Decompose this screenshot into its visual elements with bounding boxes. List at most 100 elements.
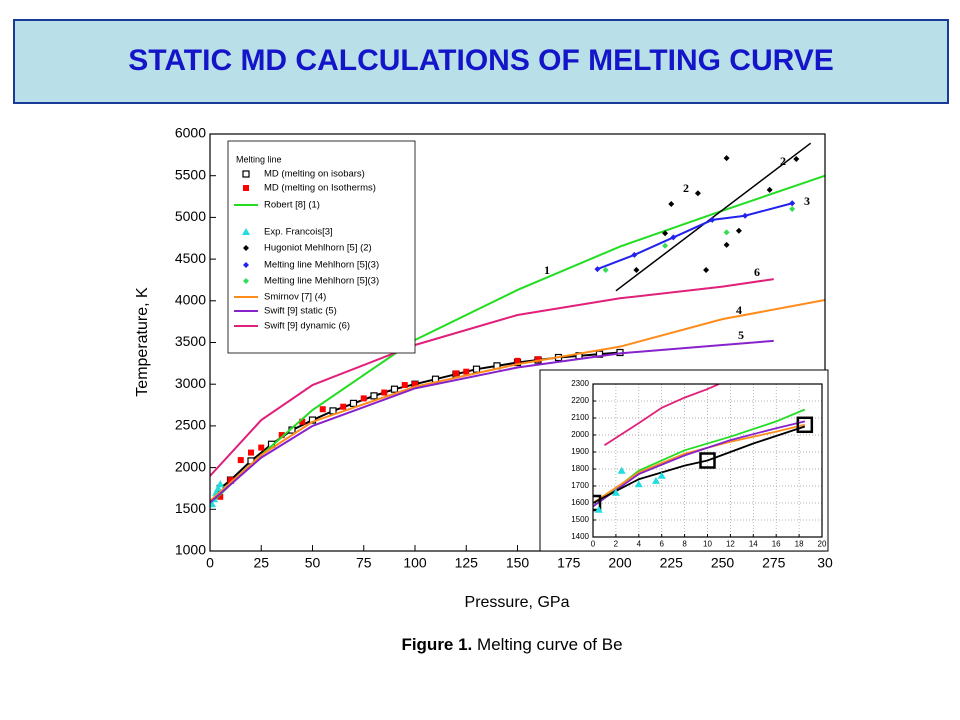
marker	[789, 206, 796, 213]
legend-title: Melting line	[236, 154, 282, 164]
marker	[662, 230, 669, 237]
legend-label: MD (melting on isobars)	[264, 169, 365, 180]
marker	[258, 444, 265, 451]
legend-label: Swift [9] dynamic (6)	[264, 321, 350, 332]
marker	[237, 457, 244, 464]
marker	[319, 406, 326, 413]
caption-label: Figure 1.	[401, 635, 472, 654]
marker	[248, 449, 254, 456]
marker	[535, 356, 541, 363]
marker	[633, 266, 640, 273]
series-line	[593, 420, 806, 508]
y-tick-label: 4000	[175, 292, 206, 308]
series-line	[210, 298, 825, 502]
marker	[370, 392, 378, 400]
y-tick-label: 3000	[175, 375, 206, 391]
y-tick-label: 5500	[175, 166, 206, 182]
marker	[242, 228, 250, 235]
y-tick-label: 2200	[571, 396, 589, 405]
x-tick-label: 175	[557, 554, 581, 570]
y-tick-label: 1600	[571, 498, 589, 507]
marker	[463, 368, 470, 375]
marker	[766, 186, 773, 193]
y-tick-label: 2300	[571, 379, 589, 388]
legend-label: Melting line Mehlhorn [5](3)	[264, 260, 379, 271]
annotation: 4	[736, 303, 742, 317]
y-tick-label: 1500	[175, 500, 206, 516]
x-tick-label: 150	[506, 554, 530, 570]
series-line	[210, 174, 825, 506]
title-box	[13, 19, 949, 104]
marker	[401, 382, 408, 389]
marker	[453, 370, 459, 377]
marker	[278, 432, 285, 439]
x-tick-label: 275	[762, 554, 786, 570]
annotation: 3	[804, 194, 810, 208]
marker	[657, 471, 666, 479]
x-tick-label: 250	[711, 554, 735, 570]
marker	[796, 416, 814, 434]
marker	[227, 477, 234, 484]
marker	[242, 170, 250, 178]
plot-frame	[209, 133, 826, 552]
plot: 1400150016001700180019002000210022002300…	[571, 379, 827, 548]
marker	[594, 266, 601, 273]
plot: 1000150020002500300035004000450050005500…	[175, 125, 833, 571]
marker	[668, 201, 675, 208]
x-tick-label: 200	[608, 554, 632, 570]
marker	[243, 278, 249, 284]
marker	[217, 493, 224, 500]
series-line	[597, 202, 793, 271]
x-tick-label: 8	[682, 539, 687, 548]
y-tick-label: 1000	[175, 542, 206, 558]
marker	[340, 403, 347, 410]
marker	[723, 229, 730, 236]
x-tick-label: 6	[659, 539, 664, 548]
marker	[360, 395, 367, 402]
legend-label: Smirnov [7] (4)	[264, 292, 326, 303]
y-tick-label: 1700	[571, 481, 589, 490]
marker	[243, 245, 249, 251]
marker	[243, 185, 249, 191]
annotation: 6	[754, 265, 760, 279]
x-tick-label: 4	[637, 539, 642, 548]
legend-label: Melting line Mehlhorn [5](3)	[264, 276, 379, 287]
y-tick-label: 1400	[571, 532, 589, 541]
caption: Figure 1. Melting curve of Be	[401, 635, 622, 654]
marker	[742, 212, 749, 219]
marker	[789, 200, 796, 207]
marker	[299, 418, 306, 425]
marker	[662, 242, 669, 249]
y-tick-label: 2000	[571, 430, 589, 439]
series-layer	[593, 384, 814, 513]
x-tick-label: 225	[660, 554, 684, 570]
y-tick-label: 1900	[571, 447, 589, 456]
annotation: 2	[683, 181, 689, 195]
x-tick-label: 30	[817, 554, 833, 570]
series-line	[603, 384, 720, 446]
marker	[634, 480, 643, 488]
x-tick-label: 10	[703, 539, 712, 548]
y-tick-label: 4500	[175, 250, 206, 266]
x-tick-label: 0	[591, 539, 596, 548]
marker	[723, 241, 730, 248]
x-tick-label: 20	[818, 539, 827, 548]
caption-text: Melting curve of Be	[477, 635, 623, 654]
y-tick-label: 3500	[175, 333, 206, 349]
y-tick-label: 1800	[571, 464, 589, 473]
x-tick-label: 25	[253, 554, 269, 570]
y-tick-label: 2500	[175, 417, 206, 433]
legend-label: Hugoniot Mehlhorn [5] (2)	[264, 243, 372, 254]
legend-box	[227, 140, 416, 354]
series-line	[210, 339, 774, 504]
marker	[694, 190, 701, 197]
marker	[381, 389, 388, 396]
x-tick-label: 18	[795, 539, 804, 548]
y-tick-label: 5000	[175, 208, 206, 224]
marker	[617, 466, 626, 474]
marker	[216, 480, 225, 488]
marker	[390, 385, 399, 393]
y-tick-label: 6000	[175, 125, 206, 141]
legend-label: MD (melting on Isotherms)	[264, 183, 376, 194]
series-line	[210, 278, 774, 477]
